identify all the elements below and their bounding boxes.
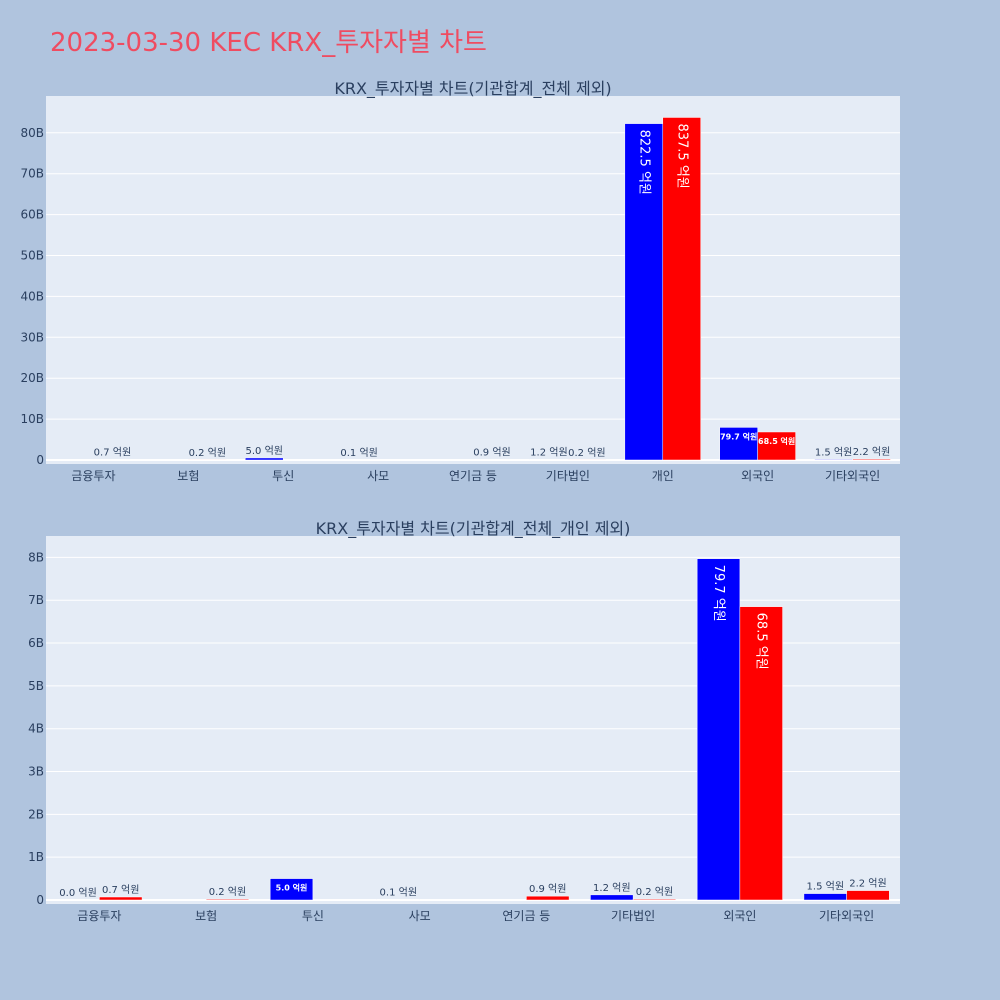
bar bbox=[269, 878, 314, 901]
bar-label: 0.7 억원 bbox=[102, 884, 139, 896]
page-title: 2023-03-30 KEC KRX_투자자별 차트 bbox=[50, 28, 487, 58]
x-tick-label: 연기금 등 bbox=[449, 469, 497, 483]
bar bbox=[205, 898, 250, 901]
bar-label: 0.1 억원 bbox=[340, 447, 377, 459]
bar bbox=[852, 458, 891, 461]
x-tick-label: 기타법인 bbox=[546, 469, 590, 483]
y-tick-label: 30B bbox=[20, 330, 44, 344]
bar bbox=[757, 431, 796, 461]
bar-label: 2.2 억원 bbox=[849, 878, 886, 890]
chart-2: KRX_투자자별 차트(기관합계_전체_개인 제외) 0 1B 2B 3B 4B 5B 6B 7… bbox=[28, 519, 900, 923]
bar-label: 0.9 억원 bbox=[473, 447, 510, 459]
bar bbox=[803, 893, 847, 901]
x-tick-label: 투신 bbox=[272, 469, 294, 483]
bar-label: 1.5 억원 bbox=[815, 446, 852, 458]
y-tick-label: 50B bbox=[20, 249, 44, 263]
x-tick-label: 투신 bbox=[302, 909, 324, 923]
bar bbox=[662, 117, 701, 461]
bar bbox=[624, 123, 664, 461]
bar bbox=[590, 894, 634, 901]
x-tick-label: 금융투자 bbox=[71, 469, 115, 483]
x-tick-label: 개인 bbox=[652, 469, 674, 483]
bar-label: 5.0 억원 bbox=[276, 883, 308, 893]
bar-label: 837.5 억원 bbox=[674, 123, 689, 188]
x-tick-label: 외국인 bbox=[723, 909, 756, 923]
y-tick-label: 0 bbox=[36, 453, 44, 467]
bar bbox=[99, 896, 143, 901]
y-tick-label: 40B bbox=[20, 289, 44, 303]
y-tick-label: 70B bbox=[20, 167, 44, 181]
y-tick-label: 2B bbox=[28, 807, 44, 821]
y-tick-label: 6B bbox=[28, 636, 44, 650]
bar-label: 68.5 억원 bbox=[758, 436, 795, 446]
bar bbox=[526, 895, 570, 901]
y-tick-label: 7B bbox=[28, 593, 44, 607]
bar-label: 2.2 억원 bbox=[853, 446, 890, 458]
x-tick-label: 외국인 bbox=[741, 469, 774, 483]
y-tick-label: 10B bbox=[20, 412, 44, 426]
x-tick-label: 보험 bbox=[177, 469, 199, 483]
x-tick-label: 금융투자 bbox=[77, 909, 121, 923]
plot-area bbox=[46, 96, 900, 464]
x-tick-label: 기타외국인 bbox=[819, 909, 874, 923]
y-tick-label: 60B bbox=[20, 208, 44, 222]
y-tick-label: 3B bbox=[28, 765, 44, 779]
bar-label: 68.5 억원 bbox=[754, 613, 769, 670]
chart-title: KRX_투자자별 차트(기관합계_전체 제외) bbox=[334, 79, 611, 99]
bar bbox=[814, 459, 853, 461]
x-tick-label: 보험 bbox=[195, 909, 217, 923]
bar-label: 0.0 억원 bbox=[59, 887, 96, 899]
bar bbox=[846, 890, 890, 901]
y-tick-label: 80B bbox=[20, 126, 44, 140]
bar-label: 0.1 억원 bbox=[380, 887, 417, 899]
chart-1: KRX_투자자별 차트(기관합계_전체 제외) 0 10B 20B 30B 40B 50B 6… bbox=[20, 79, 900, 483]
x-tick-label: 연기금 등 bbox=[502, 909, 550, 923]
bar bbox=[719, 427, 758, 461]
y-tick-label: 5B bbox=[28, 679, 44, 693]
x-tick-label: 사모 bbox=[409, 909, 431, 923]
bar-label: 1.2 억원 bbox=[530, 447, 567, 459]
bar-label: 0.7 억원 bbox=[94, 447, 131, 459]
x-tick-label: 기타외국인 bbox=[825, 469, 880, 483]
y-tick-label: 4B bbox=[28, 722, 44, 736]
bar bbox=[245, 457, 284, 461]
y-tick-label: 0 bbox=[36, 893, 44, 907]
bar-label: 0.2 억원 bbox=[189, 447, 226, 459]
bar-label: 822.5 억원 bbox=[636, 130, 651, 195]
y-tick-label: 20B bbox=[20, 371, 44, 385]
bar-label: 1.5 억원 bbox=[807, 881, 844, 893]
bar-label: 0.9 억원 bbox=[529, 883, 566, 895]
x-tick-label: 사모 bbox=[367, 469, 389, 483]
bar-label: 5.0 억원 bbox=[246, 445, 283, 457]
y-tick-label: 1B bbox=[28, 850, 44, 864]
bar-label: 1.2 억원 bbox=[593, 882, 630, 894]
bar-label: 0.2 억원 bbox=[209, 886, 246, 898]
chart-title: KRX_투자자별 차트(기관합계_전체_개인 제외) bbox=[316, 519, 631, 539]
bar-label: 0.2 억원 bbox=[636, 886, 673, 898]
bar bbox=[632, 898, 677, 901]
bar bbox=[696, 558, 741, 901]
bar-label: 79.7 억원 bbox=[720, 431, 757, 441]
bar bbox=[739, 606, 783, 901]
x-tick-label: 기타법인 bbox=[611, 909, 655, 923]
bar-label: 0.2 억원 bbox=[568, 447, 605, 459]
bar-label: 79.7 억원 bbox=[711, 565, 726, 622]
y-tick-label: 8B bbox=[28, 550, 44, 564]
